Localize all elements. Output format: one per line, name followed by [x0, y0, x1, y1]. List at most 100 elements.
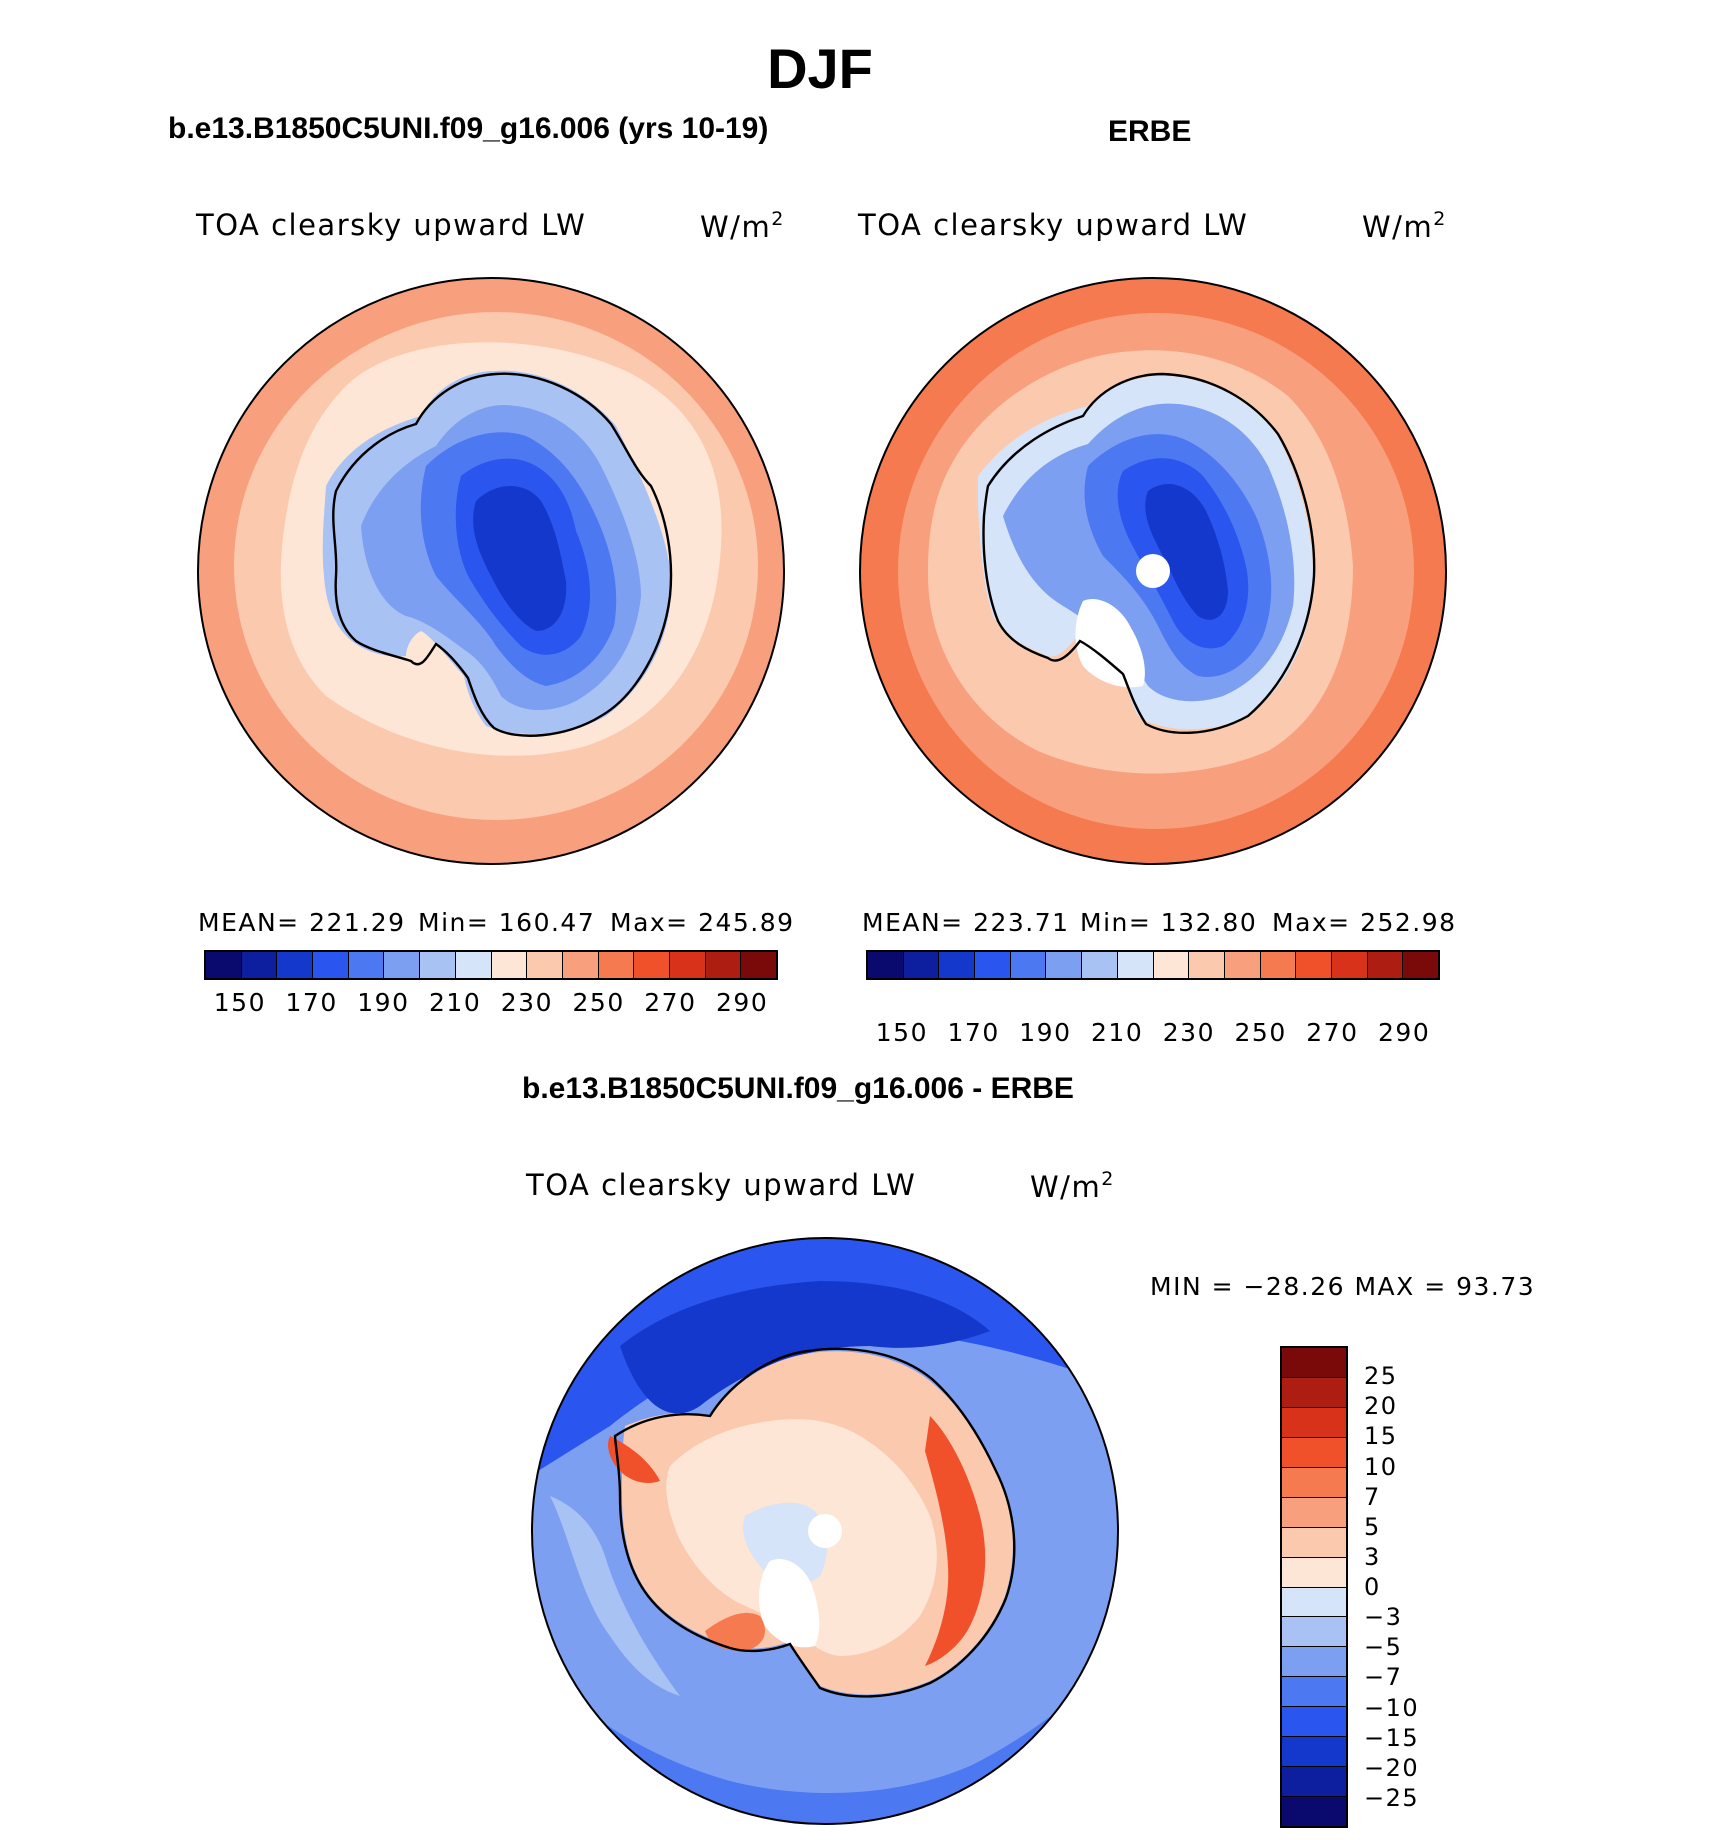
model-max: Max= 245.89 [610, 908, 795, 937]
diff-colorbar-cell [1282, 1677, 1346, 1708]
obs-colorbar-cell [1403, 952, 1438, 978]
obs-colorbar-tick-label: 250 [1234, 1018, 1287, 1047]
obs-colorbar-tick-label: 190 [1019, 1018, 1072, 1047]
diff-colorbar-cell [1282, 1467, 1346, 1498]
diff-colorbar-tick-label: 0 [1364, 1573, 1381, 1601]
obs-colorbar-tick-label: 270 [1306, 1018, 1359, 1047]
model-colorbar-cell [348, 952, 385, 978]
diff-colorbar-tick-label: −20 [1364, 1753, 1420, 1782]
model-map-border [197, 277, 785, 865]
diff-colorbar-cell [1282, 1647, 1346, 1678]
model-colorbar-tick-label: 190 [357, 988, 410, 1017]
diff-colorbar-tick-label: 20 [1364, 1392, 1398, 1421]
obs-max: Max= 252.98 [1272, 908, 1457, 937]
model-min: Min= 160.47 [418, 908, 596, 937]
obs-colorbar [866, 950, 1440, 980]
diff-colorbar-tick-label: 3 [1364, 1542, 1381, 1571]
model-colorbar-cell [277, 952, 314, 978]
diff-colorbar-tick-label: 25 [1364, 1362, 1398, 1391]
obs-panel-title: ERBE [1108, 115, 1192, 148]
obs-colorbar-cell [1010, 952, 1047, 978]
obs-min: Min= 132.80 [1080, 908, 1258, 937]
diff-colorbar-cell [1282, 1737, 1346, 1768]
model-colorbar-cell [491, 952, 528, 978]
model-colorbar-cell [669, 952, 706, 978]
diff-colorbar-cell [1282, 1557, 1346, 1588]
model-colorbar-cell [206, 952, 242, 978]
diff-colorbar-tick-label: 10 [1364, 1452, 1398, 1481]
model-colorbar-cell [420, 952, 456, 978]
diff-pole-hole [808, 1514, 842, 1548]
obs-polar-map [859, 277, 1447, 865]
obs-colorbar-tick-label: 150 [875, 1018, 928, 1047]
diff-ocean-strong-negative [620, 1281, 990, 1414]
model-mean: MEAN= 221.29 [198, 908, 406, 937]
model-polar-map [197, 277, 785, 865]
diff-colorbar-tick-label: 7 [1364, 1482, 1381, 1511]
model-colorbar-cell [455, 952, 492, 978]
model-colorbar-cell [634, 952, 670, 978]
diff-east-coast-strong [925, 1416, 986, 1666]
model-colorbar-cell [527, 952, 563, 978]
model-colorbar-tick-label: 210 [429, 988, 482, 1017]
diff-peninsula-strong [608, 1436, 660, 1483]
model-colorbar-tick-label: 250 [572, 988, 625, 1017]
diff-colorbar-cell [1282, 1348, 1346, 1378]
diff-missing-data-wedge [758, 1558, 820, 1648]
model-colorbar-ticks: 150 170 190 210 230 250 270 290 [204, 988, 778, 1018]
model-colorbar-cell [562, 952, 599, 978]
diff-coastline [613, 1347, 1016, 1698]
model-colorbar-tick-label: 290 [716, 988, 769, 1017]
diff-colorbar-cell [1282, 1587, 1346, 1618]
diff-colorbar-cell [1282, 1617, 1346, 1648]
model-colorbar-cell [598, 952, 635, 978]
model-variable-label: TOA clearsky upward LW [196, 208, 587, 242]
obs-mean: MEAN= 223.71 [862, 908, 1070, 937]
diff-colorbar-tick-label: −3 [1364, 1603, 1403, 1632]
obs-colorbar-cell [939, 952, 976, 978]
diff-colorbar-tick-label: −15 [1364, 1723, 1420, 1752]
diff-colorbar-tick-label: −25 [1364, 1783, 1420, 1812]
diff-colorbar-cell [1282, 1797, 1346, 1826]
diff-colorbar-cell [1282, 1767, 1346, 1798]
diff-colorbar-tick-label: 15 [1364, 1422, 1398, 1451]
obs-colorbar-cell [1331, 952, 1368, 978]
model-colorbar-cell [705, 952, 742, 978]
diff-colorbar-cell [1282, 1497, 1346, 1528]
model-colorbar-cell [741, 952, 776, 978]
model-colorbar-cell [384, 952, 421, 978]
diff-ross-positive [705, 1612, 765, 1651]
diff-map-border [531, 1237, 1119, 1825]
obs-colorbar-cell [903, 952, 940, 978]
model-colorbar [204, 950, 778, 980]
model-colorbar-cell [241, 952, 278, 978]
model-colorbar-tick-label: 170 [285, 988, 338, 1017]
diff-colorbar-cell [1282, 1707, 1346, 1738]
diff-continent-center-negative [743, 1502, 827, 1585]
obs-colorbar-cell [1046, 952, 1083, 978]
obs-coastline [982, 372, 1316, 735]
model-colorbar-tick-label: 150 [213, 988, 266, 1017]
model-colorbar-tick-label: 270 [644, 988, 697, 1017]
diff-ocean-negative-north [532, 1238, 1118, 1476]
obs-colorbar-ticks: 150 170 190 210 230 250 270 290 [866, 1018, 1440, 1048]
model-colorbar-cell [313, 952, 349, 978]
obs-colorbar-cell [1189, 952, 1225, 978]
obs-missing-data-wedge [1075, 598, 1145, 688]
obs-colorbar-cell [868, 952, 904, 978]
diff-polar-map [531, 1237, 1119, 1825]
obs-colorbar-cell [1153, 952, 1190, 978]
diff-units-label: W/m2 [1030, 1168, 1115, 1204]
obs-variable-label: TOA clearsky upward LW [858, 208, 1249, 242]
obs-colorbar-tick-label: 170 [947, 1018, 1000, 1047]
obs-pole-hole [1136, 554, 1170, 588]
obs-colorbar-cell [1296, 952, 1332, 978]
diff-ocean-light-west [550, 1496, 680, 1696]
diff-variable-label: TOA clearsky upward LW [526, 1168, 917, 1202]
diff-colorbar [1280, 1346, 1348, 1828]
obs-map-border [859, 277, 1447, 865]
obs-units-label: W/m2 [1362, 208, 1447, 244]
diff-colorbar-cell [1282, 1437, 1346, 1468]
diff-colorbar-cell [1282, 1377, 1346, 1408]
model-panel-title: b.e13.B1850C5UNI.f09_g16.006 (yrs 10-19) [168, 112, 769, 145]
